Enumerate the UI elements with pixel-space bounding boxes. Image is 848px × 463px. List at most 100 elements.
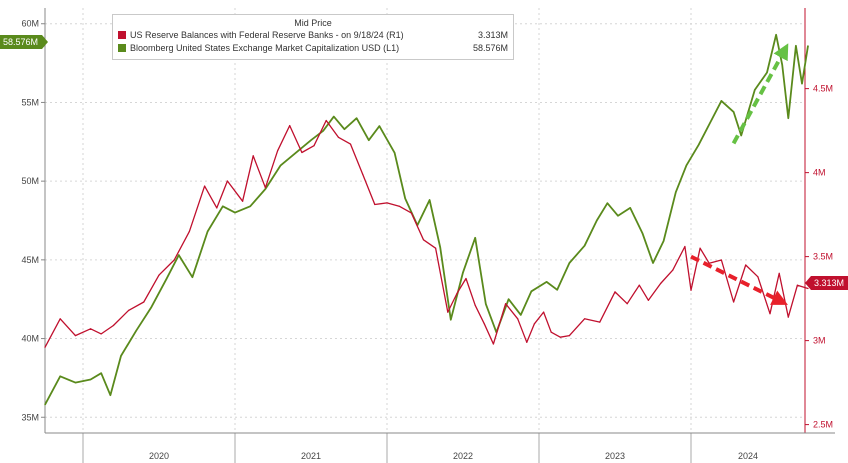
x-tick-label: 2021 bbox=[301, 451, 321, 461]
data-point bbox=[280, 164, 282, 166]
data-point bbox=[638, 284, 640, 286]
data-point bbox=[556, 289, 558, 291]
legend-entry-market-cap: Bloomberg United States Exchange Market … bbox=[118, 43, 510, 54]
data-point bbox=[672, 269, 674, 271]
data-point bbox=[546, 281, 548, 283]
data-point bbox=[249, 205, 251, 207]
data-point bbox=[685, 164, 688, 166]
data-point bbox=[100, 333, 102, 335]
data-point bbox=[374, 203, 376, 206]
data-point bbox=[429, 199, 431, 201]
data-point bbox=[456, 293, 458, 295]
legend: Mid Price US Reserve Balances with Feder… bbox=[112, 14, 514, 60]
data-point bbox=[684, 245, 686, 248]
trend-arrow bbox=[690, 254, 788, 305]
data-point bbox=[559, 336, 561, 338]
data-point bbox=[191, 276, 193, 278]
series-market-cap bbox=[44, 33, 809, 406]
data-point bbox=[708, 123, 710, 126]
trend-arrow bbox=[731, 43, 789, 145]
data-point bbox=[745, 264, 747, 266]
data-point bbox=[362, 173, 364, 175]
last-value-label-right: 3.313M bbox=[805, 276, 848, 290]
data-point bbox=[740, 134, 742, 137]
data-point bbox=[120, 355, 122, 357]
data-point bbox=[550, 331, 552, 333]
legend-name-reserves: US Reserve Balances with Federal Reserve… bbox=[130, 30, 404, 40]
data-point bbox=[530, 290, 533, 292]
data-point bbox=[325, 119, 327, 122]
data-point bbox=[333, 116, 335, 118]
data-point bbox=[474, 304, 476, 306]
data-point bbox=[526, 341, 528, 343]
data-point bbox=[252, 155, 254, 157]
data-point bbox=[44, 404, 46, 406]
data-point bbox=[337, 136, 339, 138]
legend-entry-reserves: US Reserve Balances with Federal Reserve… bbox=[118, 30, 510, 41]
data-point bbox=[310, 139, 312, 141]
annotation-layer bbox=[690, 43, 789, 305]
data-point bbox=[74, 335, 76, 337]
data-point bbox=[778, 272, 780, 274]
data-point bbox=[617, 215, 619, 217]
y-left-tick-label: 35M bbox=[21, 412, 39, 422]
data-point bbox=[234, 212, 236, 214]
data-point bbox=[188, 230, 190, 232]
data-point bbox=[483, 323, 485, 325]
data-point bbox=[698, 144, 700, 146]
data-point bbox=[313, 145, 315, 147]
data-point bbox=[295, 152, 297, 154]
data-point bbox=[568, 335, 571, 337]
data-point bbox=[128, 309, 130, 311]
data-point bbox=[439, 246, 441, 248]
data-point bbox=[90, 378, 92, 381]
y-right-tick-label: 2.5M bbox=[813, 420, 833, 430]
data-point bbox=[505, 303, 507, 305]
data-point bbox=[226, 180, 228, 182]
data-point bbox=[368, 139, 370, 141]
data-point bbox=[143, 301, 145, 303]
data-point bbox=[74, 382, 76, 384]
y-right-tick-label: 4M bbox=[813, 168, 826, 178]
data-point bbox=[492, 343, 494, 345]
data-point bbox=[781, 64, 783, 66]
data-point bbox=[100, 372, 102, 374]
data-point bbox=[44, 346, 46, 348]
data-point bbox=[158, 274, 160, 276]
data-point bbox=[660, 282, 662, 285]
legend-value-reserves: 3.313M bbox=[477, 30, 508, 40]
y-right-tick-label: 3.5M bbox=[813, 252, 833, 262]
data-point bbox=[349, 143, 352, 145]
data-point bbox=[775, 34, 777, 36]
data-point bbox=[720, 100, 723, 102]
data-point bbox=[807, 45, 809, 47]
data-point bbox=[356, 117, 358, 119]
series-reserves bbox=[44, 119, 809, 348]
data-point bbox=[404, 197, 406, 200]
data-point bbox=[787, 117, 789, 119]
series-line bbox=[44, 119, 809, 348]
data-point bbox=[474, 237, 476, 239]
y-right-tick-label: 4.5M bbox=[813, 84, 833, 94]
data-point bbox=[112, 324, 114, 327]
data-point bbox=[733, 301, 735, 303]
data-point bbox=[135, 330, 137, 332]
data-point bbox=[690, 289, 692, 291]
data-point bbox=[109, 394, 111, 396]
data-point bbox=[173, 259, 175, 261]
y-right-tick-label: 3M bbox=[813, 336, 826, 346]
data-point bbox=[568, 262, 571, 264]
data-point bbox=[207, 230, 209, 233]
data-point bbox=[465, 277, 467, 280]
data-point bbox=[699, 247, 701, 249]
x-tick-label: 2023 bbox=[605, 451, 625, 461]
data-point bbox=[264, 187, 266, 189]
data-point bbox=[720, 259, 723, 261]
grid bbox=[45, 8, 805, 433]
legend-swatch-market-cap bbox=[118, 44, 126, 52]
data-point bbox=[584, 318, 586, 320]
data-point bbox=[599, 321, 601, 323]
last-value-label-left: 58.576M bbox=[0, 35, 48, 49]
data-point bbox=[90, 328, 92, 330]
